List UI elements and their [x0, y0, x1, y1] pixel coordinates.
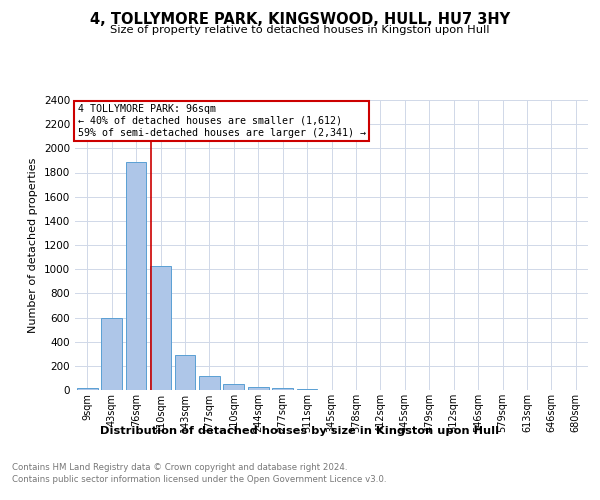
Bar: [101, 318, 122, 390]
Text: Contains public sector information licensed under the Open Government Licence v3: Contains public sector information licen…: [12, 475, 386, 484]
Bar: [150, 266, 171, 390]
Text: Size of property relative to detached houses in Kingston upon Hull: Size of property relative to detached ho…: [110, 25, 490, 35]
Bar: [125, 162, 146, 390]
Text: Distribution of detached houses by size in Kingston upon Hull: Distribution of detached houses by size …: [100, 426, 500, 436]
Bar: [272, 388, 293, 390]
Text: 4, TOLLYMORE PARK, KINGSWOOD, HULL, HU7 3HY: 4, TOLLYMORE PARK, KINGSWOOD, HULL, HU7 …: [90, 12, 510, 28]
Bar: [223, 384, 244, 390]
Text: 4 TOLLYMORE PARK: 96sqm
← 40% of detached houses are smaller (1,612)
59% of semi: 4 TOLLYMORE PARK: 96sqm ← 40% of detache…: [77, 104, 365, 138]
Bar: [248, 387, 269, 390]
Text: Contains HM Land Registry data © Crown copyright and database right 2024.: Contains HM Land Registry data © Crown c…: [12, 462, 347, 471]
Bar: [77, 388, 98, 390]
Bar: [175, 355, 196, 390]
Bar: [199, 376, 220, 390]
Y-axis label: Number of detached properties: Number of detached properties: [28, 158, 38, 332]
